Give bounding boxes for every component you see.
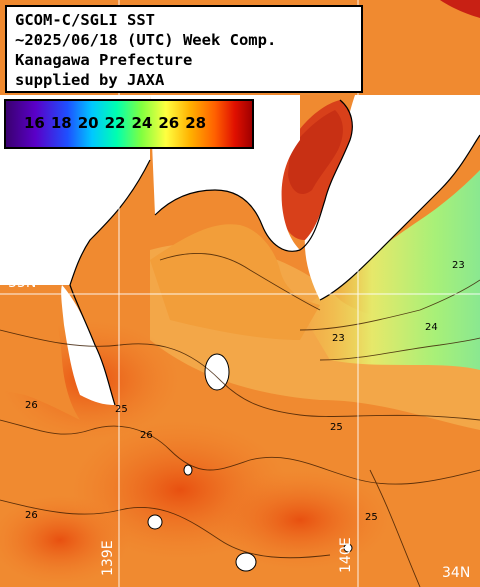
warm-spot [0, 495, 130, 585]
tokyo-bay-red [288, 110, 343, 195]
land-izu-white [61, 285, 115, 405]
title-line-satellite: GCOM-C/SGLI SST [15, 11, 155, 29]
contour-label: 26 [25, 400, 38, 411]
legend-tick: 18 [50, 114, 72, 132]
contour-label: 23 [452, 260, 465, 271]
island [183, 464, 193, 476]
island [204, 353, 230, 391]
bay-water [150, 224, 320, 340]
longitude-label-139e: 139E [100, 540, 116, 576]
land-northeast [304, 95, 480, 300]
legend-tick: 16 [24, 114, 45, 132]
contour-label-group: 26 26 25 23 24 23 25 26 25 [25, 260, 465, 523]
title-line-supplier: supplied by JAXA [15, 71, 165, 89]
contours [0, 252, 480, 587]
island [235, 552, 257, 572]
contour-label: 26 [25, 510, 38, 521]
coastline [319, 134, 480, 301]
island [147, 514, 163, 530]
color-legend: 16 18 20 22 24 26 28 [4, 99, 254, 149]
island [343, 543, 353, 553]
longitude-label-140e: 140E [338, 537, 354, 573]
land-izu [0, 285, 80, 420]
coastline [154, 99, 353, 252]
latitude-label-35n: 35N [8, 275, 37, 291]
contour-label: 23 [332, 333, 345, 344]
legend-ticks: 16 18 20 22 24 26 28 [24, 114, 206, 132]
contour-label: 24 [425, 322, 438, 333]
sea-east-cool [300, 170, 480, 370]
latitude-label-34n: 34N [442, 565, 471, 581]
land-topright [440, 0, 480, 18]
legend-tick: 22 [104, 114, 126, 132]
contour-label: 25 [365, 512, 378, 523]
legend-gradient [6, 101, 252, 147]
legend-tick: 20 [77, 114, 99, 132]
warm-spot [210, 470, 390, 570]
contour-label: 25 [330, 422, 343, 433]
title-line-date: ~2025/06/18 (UTC) Week Comp. [15, 31, 277, 49]
legend-tick: 26 [158, 114, 180, 132]
title-line-region: Kanagawa Prefecture [15, 51, 193, 69]
legend-tick: 28 [185, 114, 207, 132]
legend-tick: 24 [131, 114, 153, 132]
coastline [69, 159, 151, 406]
contour-label: 26 [140, 430, 153, 441]
title-box: GCOM-C/SGLI SST ~2025/06/18 (UTC) Week C… [5, 5, 363, 93]
contour-label: 25 [115, 404, 128, 415]
